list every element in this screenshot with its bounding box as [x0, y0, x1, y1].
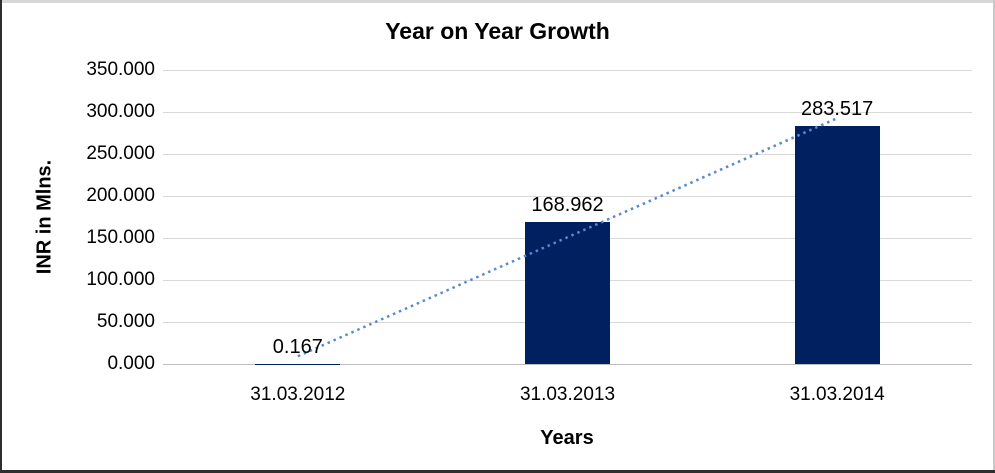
y-tick-label: 350.000: [86, 59, 155, 80]
frame-border-top: [0, 0, 995, 3]
y-tick-label: 150.000: [86, 227, 155, 248]
y-tick-label: 50.000: [96, 311, 155, 332]
y-tick-label: 300.000: [86, 101, 155, 122]
gridline: [163, 112, 972, 113]
y-tick-label: 200.000: [86, 185, 155, 206]
frame-border-left: [0, 0, 2, 473]
category-label: 31.03.2014: [789, 384, 885, 405]
bar: [525, 222, 610, 364]
y-tick-label: 250.000: [86, 143, 155, 164]
data-label: 168.962: [531, 194, 604, 217]
y-tick-label: 100.000: [86, 269, 155, 290]
y-tick-label: 0.000: [107, 353, 155, 374]
data-label: 283.517: [801, 97, 874, 120]
data-label: 0.167: [272, 335, 323, 358]
category-label: 31.03.2012: [250, 384, 346, 405]
x-axis-line: [163, 364, 972, 365]
frame-border-right: [993, 0, 995, 473]
category-label: 31.03.2013: [519, 384, 616, 405]
x-axis-title: Years: [540, 427, 594, 449]
y-axis-title: INR in Mlns.: [33, 159, 56, 275]
chart-title: Year on Year Growth: [385, 18, 610, 44]
gridline: [163, 70, 972, 71]
bar: [794, 125, 880, 364]
frame-border-bottom: [0, 470, 995, 473]
